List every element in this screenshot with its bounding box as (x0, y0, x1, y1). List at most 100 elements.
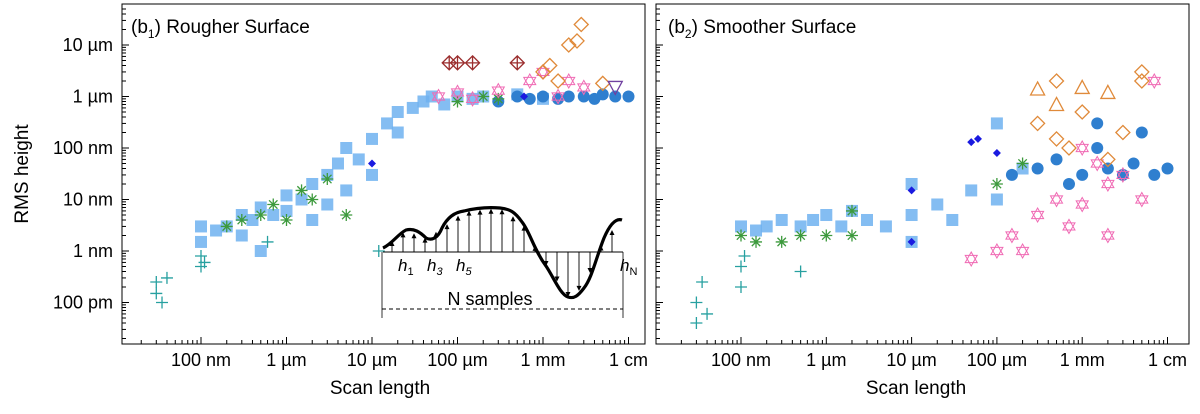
x-tick-label: 1 mm (1060, 350, 1105, 370)
data-point-circle (1101, 162, 1114, 175)
plot-frame-rougher (121, 3, 646, 345)
data-point-triangle (1029, 80, 1046, 96)
y-axis-label: RMS height (12, 124, 33, 224)
data-point-filled-diamond (520, 92, 529, 101)
y-tick-label: 1 nm (73, 241, 113, 261)
data-point-star (465, 90, 480, 107)
data-point-square (235, 229, 248, 242)
data-point-square (391, 106, 404, 119)
x-tick-label: 1 cm (1148, 350, 1187, 370)
data-point-circle (1005, 168, 1018, 181)
data-point-asterisk (990, 177, 1003, 190)
data-point-diamond (1099, 151, 1116, 168)
panel-title-rougher: (b1) Rougher Surface (131, 17, 310, 41)
data-point-star (1134, 191, 1149, 208)
data-point-square (391, 126, 404, 139)
y-tick-label: 100 nm (53, 138, 113, 158)
data-point-star (431, 88, 446, 105)
data-point-star (536, 63, 550, 80)
data-point-star (576, 79, 591, 96)
data-point-star (551, 88, 565, 105)
inset-arrowhead (587, 268, 593, 273)
x-tick-label: 10 µm (886, 350, 936, 370)
y-tick-labels: 10 µm 1 µm 100 nm 10 nm 1 nm 100 pm (53, 35, 113, 313)
y-tick-label: 1 µm (73, 87, 113, 107)
data-point-circle (1050, 153, 1063, 166)
data-point-plus (372, 245, 385, 257)
inset-samples-label: N samples (447, 289, 532, 309)
inset-arrowhead (609, 230, 615, 235)
data-point-square (366, 168, 378, 181)
data-point-circle (537, 90, 549, 103)
data-point-square (807, 213, 820, 226)
data-point-diamond (550, 73, 566, 89)
x-tick-label: 100 µm (967, 350, 1027, 370)
data-point-square (931, 198, 944, 211)
data-point-diamond (1074, 104, 1091, 120)
y-tick-label: 100 pm (53, 293, 113, 313)
data-point-circle (1161, 162, 1174, 175)
data-point-star (964, 250, 979, 267)
data-point-asterisk (235, 213, 248, 226)
inset-arrowhead (444, 224, 450, 230)
data-point-asterisk (321, 173, 334, 186)
data-point-triangle (1099, 84, 1116, 100)
data-point-star (1116, 166, 1130, 183)
data-point-asterisk (295, 184, 308, 197)
x-tick-label: 1 cm (609, 350, 648, 370)
inset-arrowhead (488, 208, 494, 214)
data-point-square (466, 92, 479, 105)
data-point-plus (150, 287, 163, 300)
x-axis-label-smoother: Scan length (866, 378, 966, 399)
data-point-asterisk (280, 213, 293, 226)
data-point-filled-diamond (907, 186, 916, 195)
data-point-square (438, 98, 451, 111)
data-point-filled-diamond (973, 134, 982, 143)
data-point-asterisk (820, 229, 833, 242)
inset-label-h3: h3 (427, 256, 443, 278)
data-point-square (775, 213, 788, 226)
data-point-circle (609, 90, 622, 103)
data-point-star (1147, 72, 1162, 90)
data-point-star (1075, 139, 1090, 157)
data-point-circle (1076, 168, 1089, 181)
data-point-asterisk (735, 229, 747, 242)
data-point-asterisk (750, 235, 763, 248)
data-point-plus (735, 280, 747, 293)
data-point-circle (1148, 168, 1161, 181)
data-point-filled-diamond (907, 237, 916, 246)
inset-arrowhead (455, 215, 461, 221)
data-point-square (750, 224, 763, 237)
x-tick-label: 100 nm (171, 350, 231, 370)
inset-schematic: h1 h3 h5 hN N samples (381, 206, 637, 318)
data-point-crossed-diamond (509, 54, 526, 71)
x-tick-label: 100 µm (427, 350, 487, 370)
data-point-diamond (573, 16, 590, 33)
inset-profile-curve (382, 206, 623, 300)
x-tick-label: 10 µm (347, 350, 397, 370)
data-point-square (835, 220, 848, 233)
scatter-points-smoother (690, 64, 1174, 329)
panel-title-smoother: (b2) Smoother Surface (668, 17, 856, 41)
scatter-points-rougher (150, 16, 635, 309)
data-point-circle (1127, 157, 1140, 170)
data-point-filled-diamond (992, 148, 1001, 157)
data-point-circle (1031, 162, 1044, 175)
data-point-star (522, 72, 537, 90)
data-point-star (1049, 191, 1064, 208)
y-tick-label: 10 nm (63, 190, 113, 210)
data-point-square (331, 157, 344, 170)
data-point-circle (577, 90, 590, 103)
data-point-asterisk (306, 193, 319, 206)
data-point-diamond (1133, 73, 1150, 89)
data-point-asterisk (845, 204, 858, 217)
data-point-square (905, 177, 918, 190)
data-point-square (306, 177, 319, 190)
data-point-square (425, 90, 438, 103)
data-point-plus (150, 276, 163, 289)
data-point-star (450, 84, 465, 101)
data-point-square (254, 201, 267, 214)
data-point-star (1015, 242, 1030, 260)
data-point-square (366, 132, 378, 145)
x-tick-label: 100 nm (711, 350, 771, 370)
